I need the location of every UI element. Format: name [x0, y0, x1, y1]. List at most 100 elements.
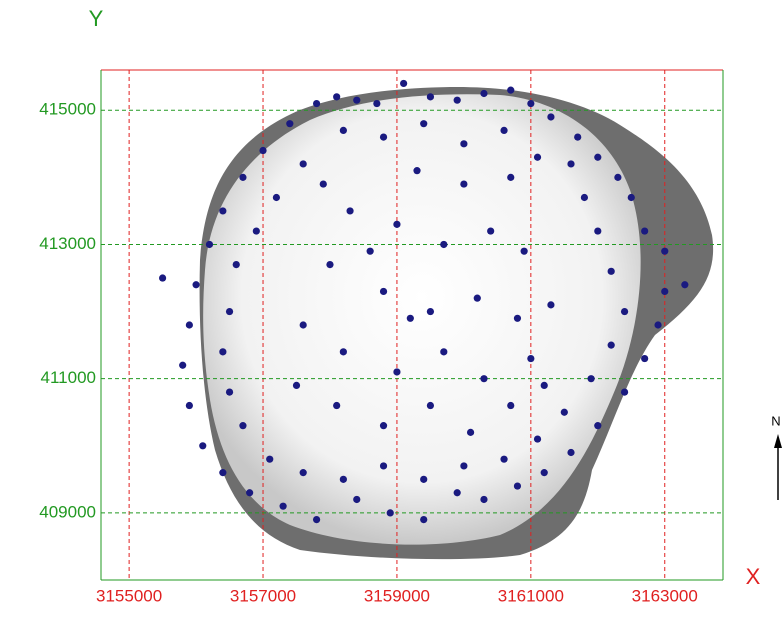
point	[454, 489, 461, 496]
y-tick-label: 409000	[39, 502, 96, 521]
point	[179, 362, 186, 369]
point	[367, 248, 374, 255]
point	[239, 422, 246, 429]
point	[159, 274, 166, 281]
x-tick-label: 3157000	[230, 586, 296, 605]
point	[380, 462, 387, 469]
point	[474, 295, 481, 302]
point	[467, 429, 474, 436]
point	[340, 348, 347, 355]
point	[393, 368, 400, 375]
point	[400, 80, 407, 87]
y-tick-label: 415000	[39, 100, 96, 119]
point	[239, 174, 246, 181]
point	[420, 476, 427, 483]
point	[300, 469, 307, 476]
point	[380, 134, 387, 141]
point	[507, 87, 514, 94]
point	[313, 516, 320, 523]
point	[333, 93, 340, 100]
point	[380, 422, 387, 429]
point	[199, 442, 206, 449]
point	[246, 489, 253, 496]
x-tick-label: 3159000	[364, 586, 430, 605]
point	[561, 409, 568, 416]
point	[507, 174, 514, 181]
point	[527, 100, 534, 107]
point	[353, 496, 360, 503]
point	[547, 301, 554, 308]
point	[547, 113, 554, 120]
point	[460, 180, 467, 187]
point	[567, 160, 574, 167]
point	[534, 435, 541, 442]
point	[440, 241, 447, 248]
point	[641, 355, 648, 362]
point	[206, 241, 213, 248]
point	[286, 120, 293, 127]
point	[621, 389, 628, 396]
point	[614, 174, 621, 181]
point	[514, 315, 521, 322]
point	[661, 288, 668, 295]
point	[346, 207, 353, 214]
point	[440, 348, 447, 355]
point	[514, 482, 521, 489]
point	[480, 375, 487, 382]
point	[594, 227, 601, 234]
point	[373, 100, 380, 107]
point	[380, 288, 387, 295]
point	[226, 308, 233, 315]
y-tick-label: 413000	[39, 234, 96, 253]
point	[427, 308, 434, 315]
point	[320, 180, 327, 187]
point	[534, 154, 541, 161]
point	[507, 402, 514, 409]
x-tick-label: 3163000	[632, 586, 698, 605]
point	[259, 147, 266, 154]
point	[574, 134, 581, 141]
point	[420, 516, 427, 523]
point	[273, 194, 280, 201]
north-label: N	[771, 413, 780, 428]
point	[594, 422, 601, 429]
point	[293, 382, 300, 389]
point	[581, 194, 588, 201]
point	[280, 503, 287, 510]
point	[300, 321, 307, 328]
point	[654, 321, 661, 328]
point	[253, 227, 260, 234]
y-tick-label: 411000	[41, 368, 96, 387]
point	[186, 402, 193, 409]
point	[608, 268, 615, 275]
point	[340, 476, 347, 483]
point	[500, 127, 507, 134]
point	[340, 127, 347, 134]
point	[266, 456, 273, 463]
point	[460, 140, 467, 147]
point	[219, 469, 226, 476]
point	[407, 315, 414, 322]
point	[681, 281, 688, 288]
point	[353, 97, 360, 104]
point	[219, 207, 226, 214]
point	[628, 194, 635, 201]
x-tick-label: 3161000	[498, 586, 564, 605]
point	[219, 348, 226, 355]
point	[192, 281, 199, 288]
point	[326, 261, 333, 268]
point	[387, 509, 394, 516]
point	[427, 402, 434, 409]
point	[300, 160, 307, 167]
point	[541, 469, 548, 476]
point	[608, 342, 615, 349]
point	[527, 355, 534, 362]
point	[413, 167, 420, 174]
chart: Y X N 3155000315700031590003161000316300…	[0, 0, 783, 614]
point	[480, 496, 487, 503]
point	[454, 97, 461, 104]
point	[393, 221, 400, 228]
north-arrow-head	[774, 434, 782, 448]
point	[661, 248, 668, 255]
point	[588, 375, 595, 382]
